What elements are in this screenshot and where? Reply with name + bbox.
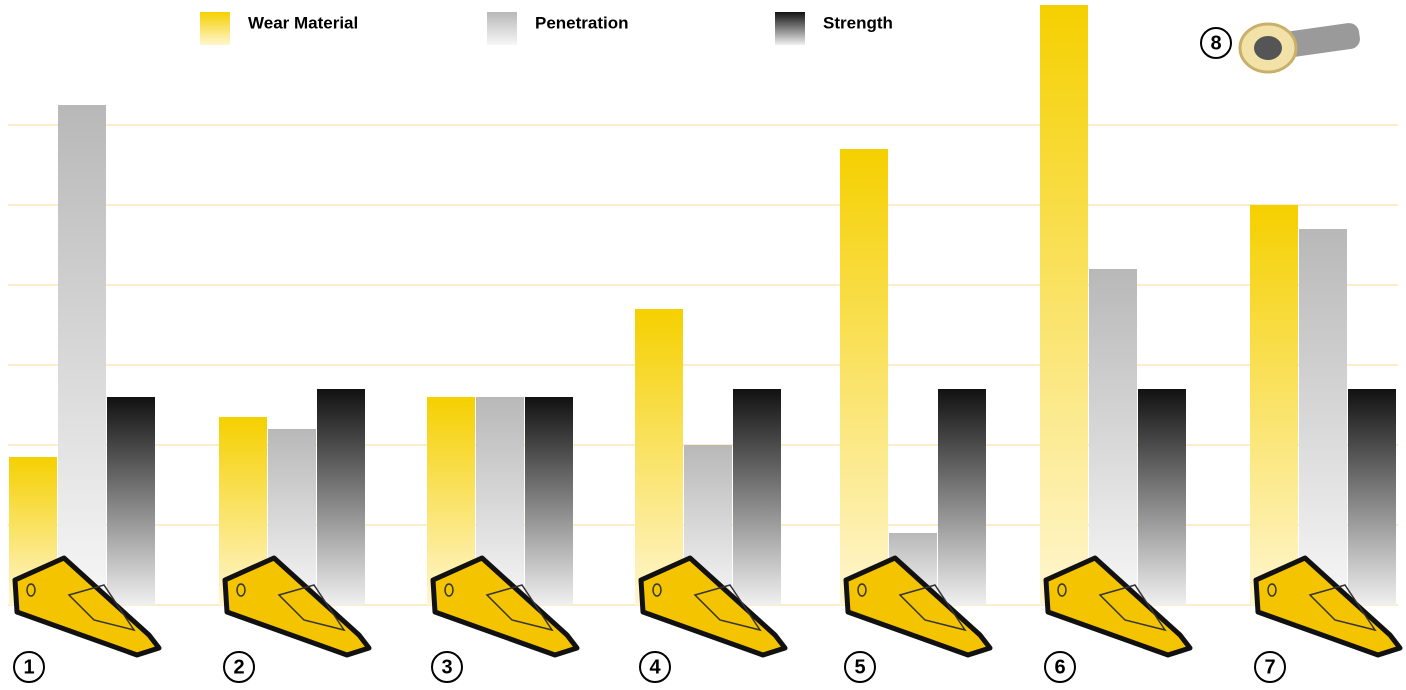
category-circle: [639, 651, 671, 683]
tooth-detail: [1308, 584, 1377, 632]
tooth-hole: [652, 583, 662, 597]
tooth-icon: [222, 555, 372, 658]
tooth-hole: [1057, 583, 1067, 597]
tooth-hole: [26, 583, 36, 597]
bar: [635, 309, 683, 605]
legend-label: Penetration: [535, 13, 629, 32]
inset-label: 8: [1210, 32, 1221, 54]
tooth-hole: [444, 583, 454, 597]
category-label: 7: [1264, 656, 1275, 678]
bar: [840, 149, 888, 605]
bar: [1089, 269, 1137, 605]
bar: [1250, 205, 1298, 605]
bar: [1040, 5, 1088, 605]
legend-swatch: [775, 12, 805, 45]
category-label: 3: [441, 656, 452, 678]
tooth-detail: [485, 584, 554, 632]
category-circle: [844, 651, 876, 683]
bar: [733, 389, 781, 605]
tooth-detail: [693, 584, 762, 632]
category-label: 6: [1054, 656, 1065, 678]
category-label: 2: [233, 656, 244, 678]
category-label: 5: [854, 656, 865, 678]
tooth-icon: [430, 555, 580, 658]
tooth-icon: [1253, 555, 1403, 658]
bar: [1348, 389, 1396, 605]
bar: [58, 105, 106, 605]
bar: [107, 397, 155, 605]
tooth-hole: [857, 583, 867, 597]
tooth-icon: [638, 555, 788, 658]
category-circle: [13, 651, 45, 683]
bar: [1299, 229, 1347, 605]
category-circle: [1254, 651, 1286, 683]
bar: [525, 397, 573, 605]
bar: [317, 389, 365, 605]
tooth-icon: [843, 555, 993, 658]
pin-inset: 8: [1200, 22, 1360, 74]
legend-swatch: [200, 12, 230, 45]
tooth-detail: [898, 584, 967, 632]
tooth-hole: [236, 583, 246, 597]
tooth-detail: [1098, 584, 1167, 632]
tooth-icon: [12, 555, 162, 658]
bar: [1138, 389, 1186, 605]
tooth-hole: [1267, 583, 1277, 597]
legend-label: Strength: [823, 13, 893, 32]
category-circle: [223, 651, 255, 683]
category-label: 1: [23, 656, 34, 678]
tooth-detail: [277, 584, 346, 632]
legend-swatch: [487, 12, 517, 45]
bar: [938, 389, 986, 605]
category-circle: [431, 651, 463, 683]
legend-label: Wear Material: [248, 13, 358, 32]
tooth-detail: [67, 584, 136, 632]
category-label: 4: [649, 656, 661, 678]
tooth-icon: [1043, 555, 1193, 658]
category-circle: [1044, 651, 1076, 683]
